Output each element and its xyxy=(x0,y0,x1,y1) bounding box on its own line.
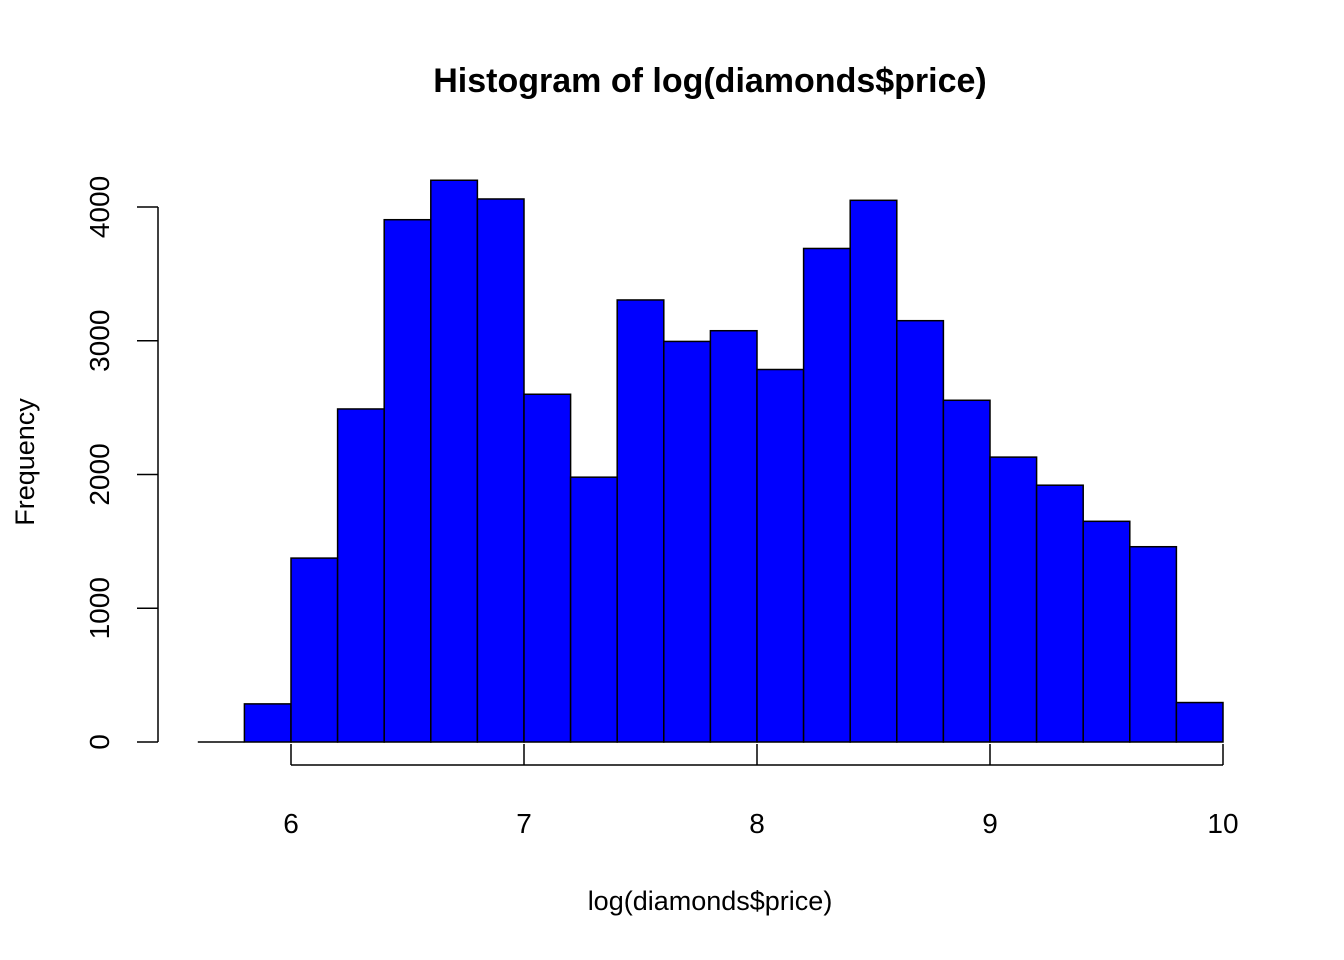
x-tick-label: 6 xyxy=(283,808,299,839)
histogram-bar xyxy=(663,340,712,743)
histogram-bar xyxy=(942,399,991,743)
histogram-bar xyxy=(523,393,572,743)
x-axis: 6 7 8 9 10 xyxy=(283,744,1239,839)
y-tick-label: 2000 xyxy=(84,443,115,505)
histogram-bar xyxy=(1082,520,1131,743)
histogram-bar xyxy=(1129,545,1178,743)
histogram-bar xyxy=(709,329,758,743)
y-tick-label: 3000 xyxy=(84,310,115,372)
x-tick-label: 7 xyxy=(516,808,532,839)
y-tick-label: 1000 xyxy=(84,577,115,639)
histogram-bar xyxy=(849,199,898,743)
y-axis: 0 1000 2000 3000 4000 xyxy=(84,176,159,750)
x-tick-label: 10 xyxy=(1207,808,1238,839)
histogram-bar xyxy=(989,456,1038,743)
histogram-bar xyxy=(243,703,292,743)
histogram-bar xyxy=(616,299,665,743)
x-tick-label: 9 xyxy=(982,808,998,839)
chart-title: Histogram of log(diamonds$price) xyxy=(433,62,987,100)
histogram-bar xyxy=(896,319,945,743)
histogram-bar xyxy=(336,408,385,743)
histogram-bar xyxy=(569,476,618,743)
y-axis-label: Frequency xyxy=(10,398,40,526)
histogram-bars xyxy=(197,179,1224,743)
histogram-bar xyxy=(802,247,851,743)
histogram-bar xyxy=(430,179,479,743)
x-axis-label: log(diamonds$price) xyxy=(588,886,833,916)
histogram-bar xyxy=(290,557,339,743)
x-tick-label: 8 xyxy=(749,808,765,839)
y-tick-label: 0 xyxy=(84,734,115,750)
histogram-bar xyxy=(383,218,432,743)
histogram-bar xyxy=(756,368,805,743)
histogram-bar xyxy=(1175,701,1224,743)
histogram-bar xyxy=(1035,484,1084,743)
histogram-bar xyxy=(476,198,525,743)
y-tick-label: 4000 xyxy=(84,176,115,238)
